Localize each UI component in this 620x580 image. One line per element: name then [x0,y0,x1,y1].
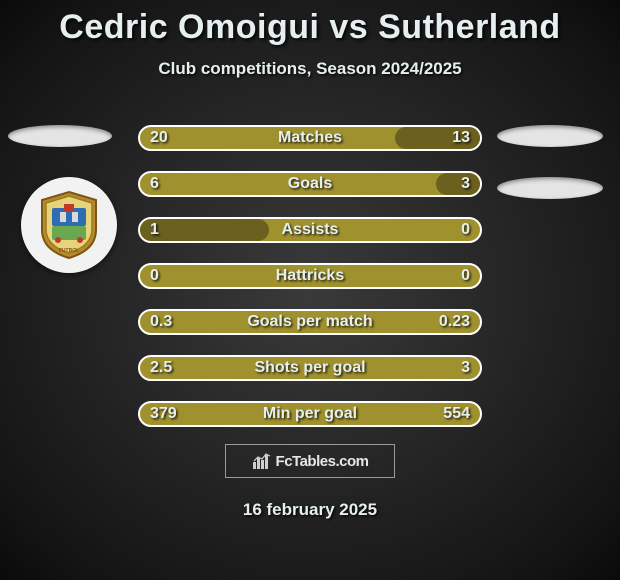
svg-text:FUTBOL: FUTBOL [59,248,79,254]
stat-row: 10Assists [138,217,482,243]
stat-row: 63Goals [138,171,482,197]
subtitle: Club competitions, Season 2024/2025 [0,59,620,79]
club-crest-icon: FUTBOL [38,190,100,260]
stat-label: Min per goal [138,401,482,427]
stat-label: Hattricks [138,263,482,289]
player-photo-placeholder-left [8,125,112,147]
page-title: Cedric Omoigui vs Sutherland [0,0,620,47]
chart-icon [252,452,272,470]
stat-row: 2013Matches [138,125,482,151]
comparison-chart: 2013Matches 63Goals 10Assists 00Hattricks 0.… [138,125,482,447]
date-text: 16 february 2025 [0,500,620,520]
watermark: FcTables.com [225,444,395,478]
stat-label: Goals per match [138,309,482,335]
club-badge: FUTBOL [21,177,117,273]
player-photo-placeholder-right-2 [497,177,603,199]
watermark-text: FcTables.com [276,453,369,470]
stat-label: Shots per goal [138,355,482,381]
player-photo-placeholder-right-1 [497,125,603,147]
stat-row: 0.30.23Goals per match [138,309,482,335]
stat-row: 2.53Shots per goal [138,355,482,381]
stat-row: 00Hattricks [138,263,482,289]
stat-label: Assists [138,217,482,243]
stat-label: Matches [138,125,482,151]
stat-label: Goals [138,171,482,197]
stat-row: 379554Min per goal [138,401,482,427]
